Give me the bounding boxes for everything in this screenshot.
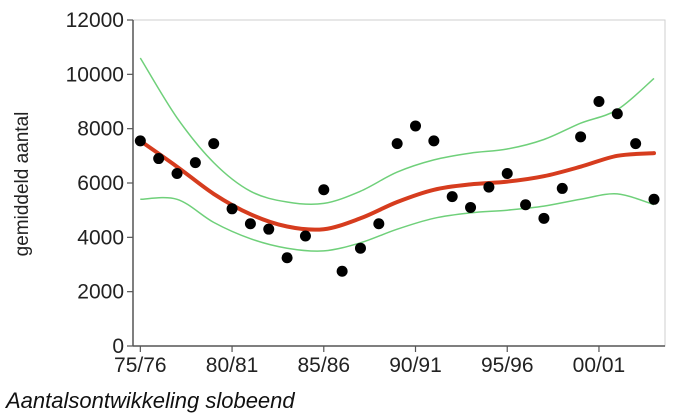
data-point bbox=[281, 252, 293, 264]
y-tick-label: 12000 bbox=[66, 9, 124, 32]
plot-frame bbox=[132, 19, 666, 347]
trend-line bbox=[138, 138, 656, 232]
x-tick-label: 85/86 bbox=[298, 354, 351, 377]
data-point bbox=[171, 167, 183, 179]
x-tick-label: 00/01 bbox=[573, 354, 626, 377]
data-point bbox=[391, 138, 403, 150]
y-tick-label: 4000 bbox=[77, 226, 124, 249]
axes: 0 2000 4000 6000 8000 10000 12000 75/76 80/81 85/… bbox=[66, 9, 665, 377]
data-point bbox=[593, 96, 605, 107]
trend-line-group bbox=[138, 138, 656, 232]
x-tick-label: 95/96 bbox=[481, 354, 534, 377]
data-point bbox=[226, 203, 238, 215]
data-point bbox=[263, 223, 275, 235]
data-point bbox=[611, 108, 623, 120]
data-point bbox=[354, 242, 366, 254]
data-point bbox=[538, 212, 550, 224]
confidence-band bbox=[139, 57, 655, 252]
data-point bbox=[153, 153, 165, 165]
data-point bbox=[648, 193, 660, 205]
x-tick-label: 80/81 bbox=[206, 354, 259, 377]
data-point bbox=[299, 230, 311, 242]
data-point bbox=[446, 191, 458, 203]
data-point bbox=[373, 218, 385, 230]
data-point bbox=[556, 182, 568, 194]
lower-band-line bbox=[140, 193, 655, 252]
y-axis-label: gemiddeld aantal bbox=[12, 112, 33, 257]
data-point bbox=[520, 199, 532, 211]
data-point bbox=[336, 265, 348, 277]
data-point bbox=[134, 135, 146, 147]
y-tick-label: 2000 bbox=[77, 281, 124, 304]
data-point bbox=[428, 135, 440, 147]
data-point bbox=[483, 181, 495, 193]
y-tick-label: 8000 bbox=[77, 118, 124, 141]
data-point bbox=[501, 167, 513, 179]
data-point bbox=[208, 138, 220, 150]
data-point bbox=[575, 131, 587, 143]
y-tick-label: 10000 bbox=[66, 63, 124, 86]
chart-caption: Aantalsontwikkeling slobeend bbox=[6, 388, 295, 413]
x-tick-label: 75/76 bbox=[114, 354, 167, 377]
y-tick-label: 6000 bbox=[77, 172, 124, 195]
data-point bbox=[410, 120, 422, 132]
chart: 0 2000 4000 6000 8000 10000 12000 75/76 80/81 85/… bbox=[12, 9, 666, 377]
data-points bbox=[134, 96, 660, 277]
data-point bbox=[465, 201, 477, 213]
data-point bbox=[244, 218, 256, 230]
data-point bbox=[189, 157, 201, 169]
upper-band-line bbox=[139, 57, 655, 206]
data-point bbox=[630, 138, 642, 150]
x-tick-label: 90/91 bbox=[389, 354, 442, 377]
data-point bbox=[318, 184, 330, 196]
y-tick-label: 0 bbox=[112, 335, 124, 358]
